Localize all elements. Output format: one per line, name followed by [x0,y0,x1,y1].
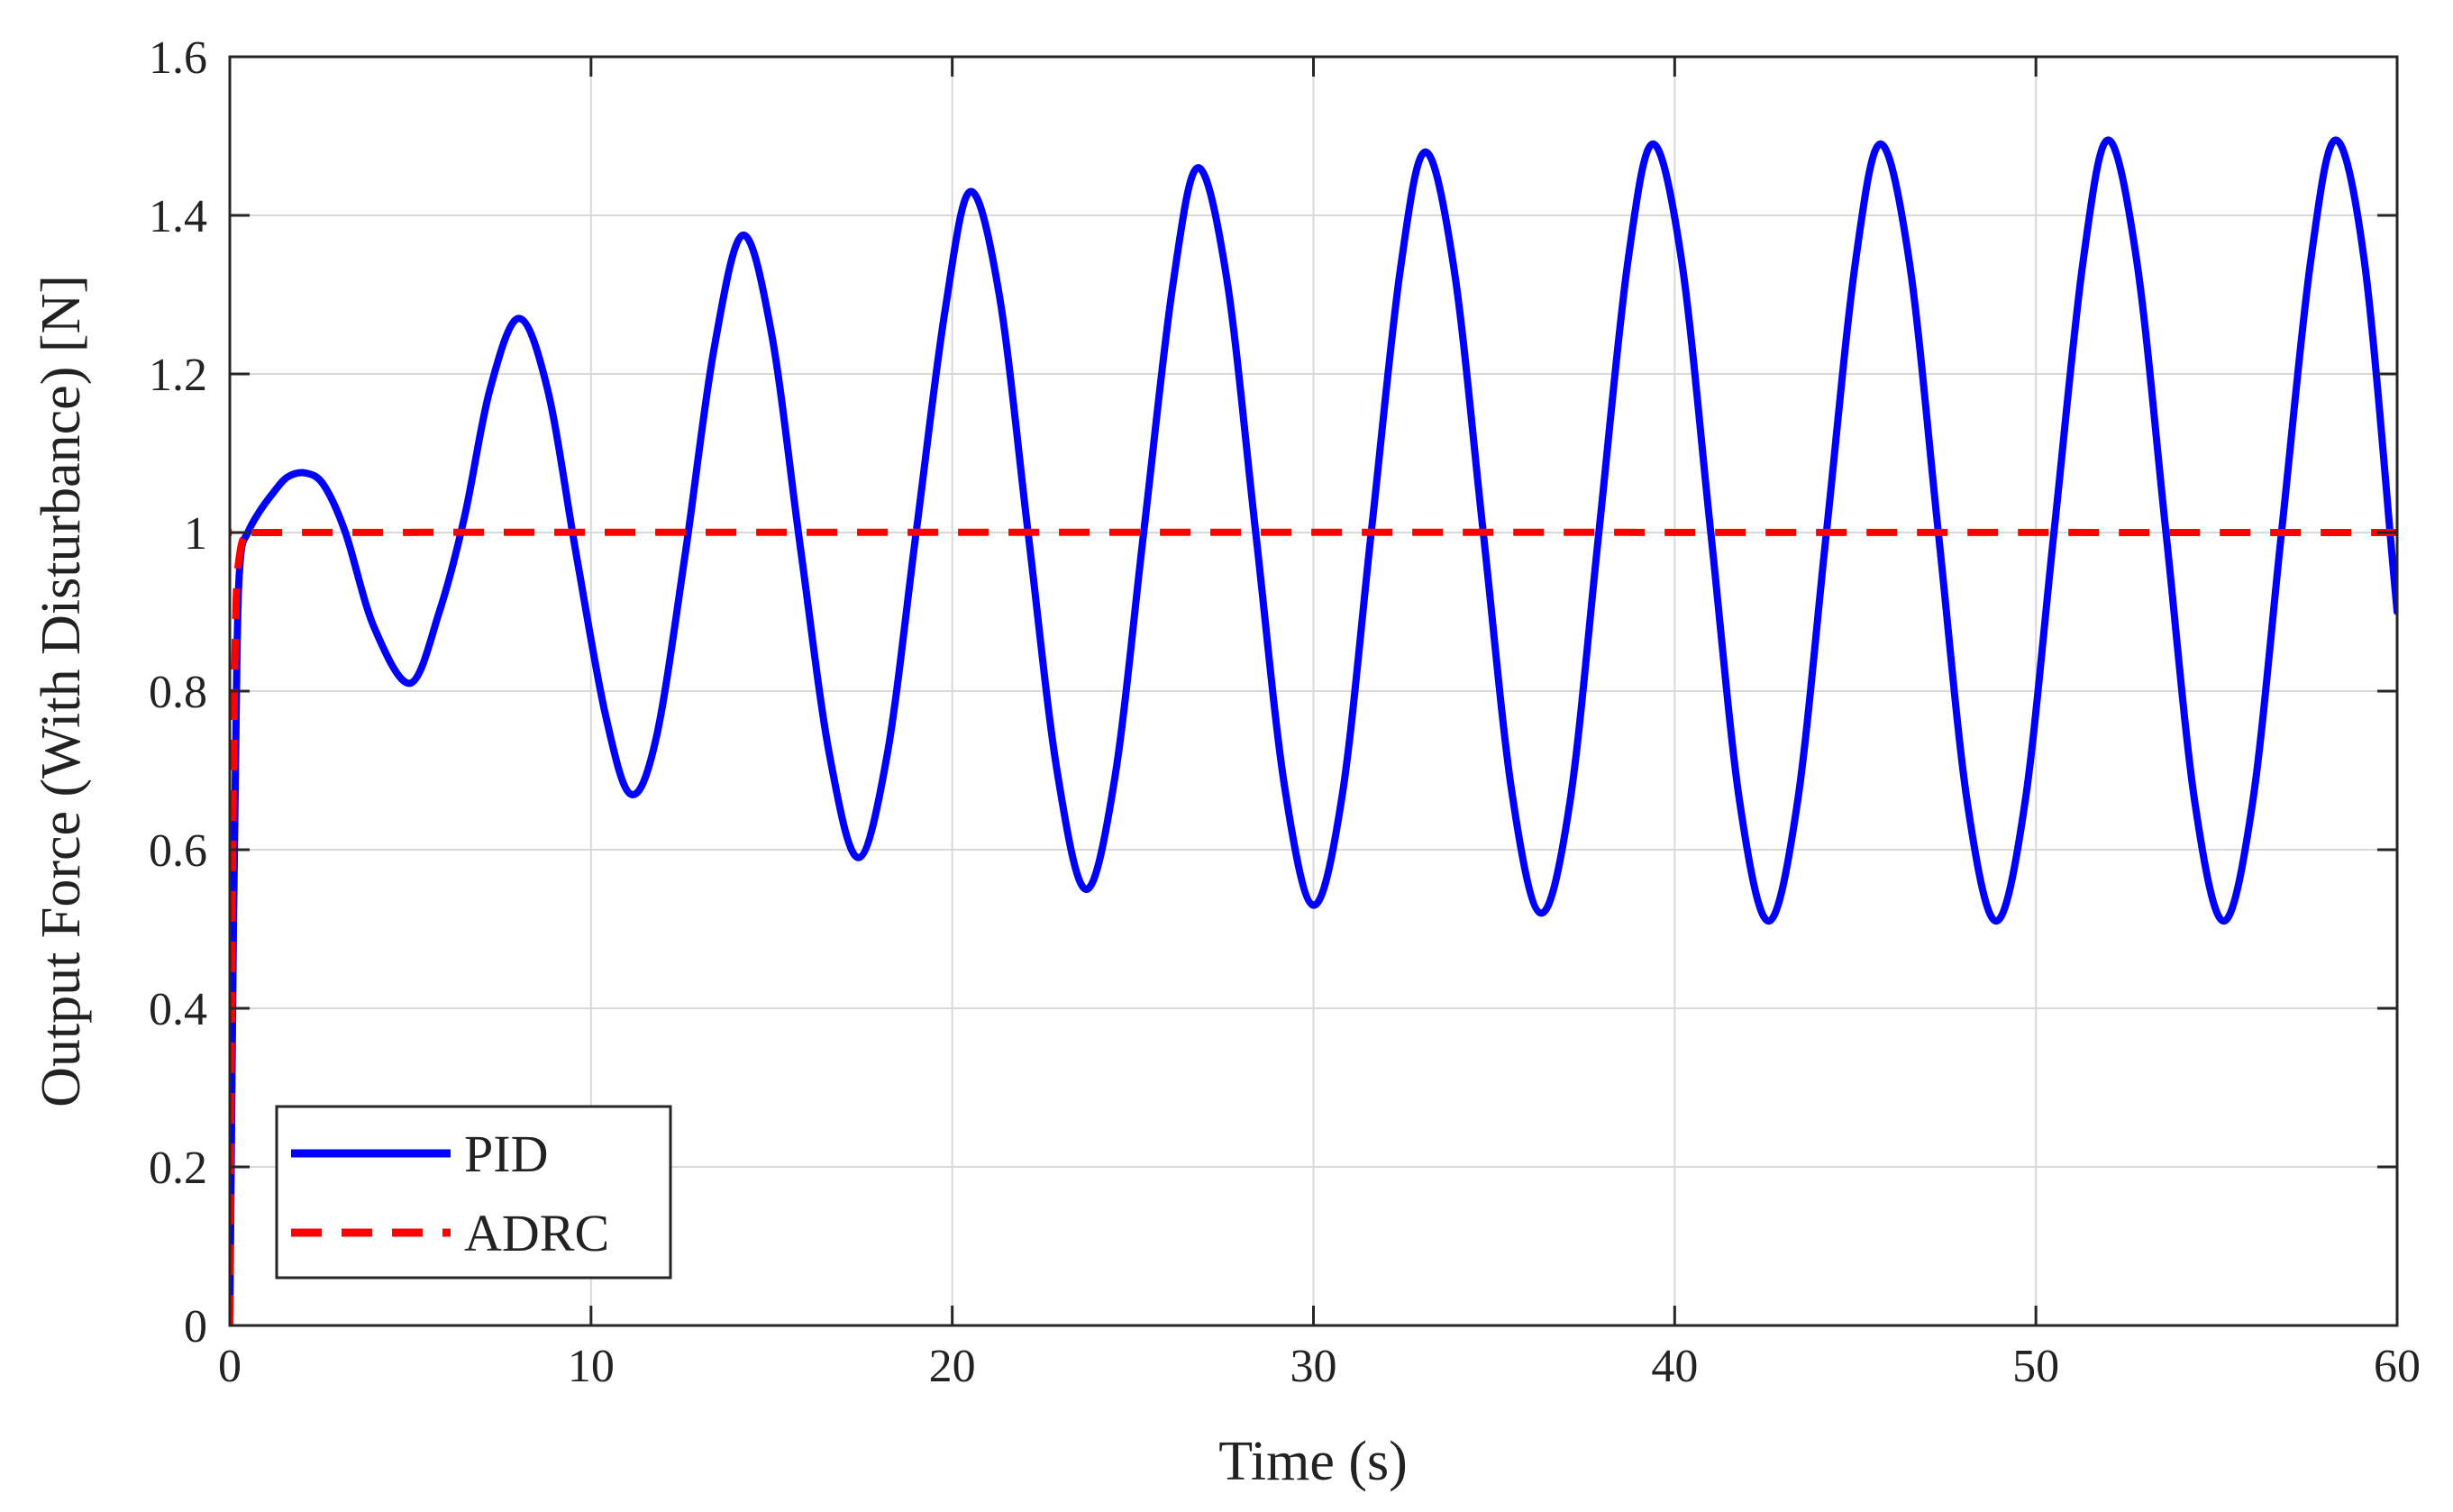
series-line-pid [230,136,2397,1325]
legend-box [275,1105,672,1280]
x-tick-label: 10 [568,1341,615,1392]
y-tick-label: 1 [184,508,207,560]
legend-pid-label: PID [464,1125,548,1183]
y-tick-label: 1.2 [149,350,207,401]
y-tick-label: 0.2 [149,1143,207,1194]
x-tick-label: 60 [2374,1341,2421,1392]
x-tick-label: 30 [1290,1341,1337,1392]
ticks: 0 10 20 30 40 50 60 0 0.2 0.4 0.6 0.8 1 1.2 1.4 1.6 [149,32,2421,1392]
legend: PID ADRC [275,1105,672,1280]
series-line-adrc [230,528,2397,1325]
x-axis-label: Time (s) [1218,1431,1408,1492]
x-tick-label: 0 [218,1341,242,1392]
y-tick-label: 0.6 [149,825,207,877]
y-tick-label: 1.4 [149,191,207,242]
y-tick-label: 0.8 [149,667,207,718]
y-tick-label: 0 [184,1301,207,1353]
x-tick-label: 20 [929,1341,976,1392]
y-axis-label: Output Force (With Disturbance) [N] [31,275,92,1107]
y-tick-label: 1.6 [149,32,207,84]
x-tick-label: 40 [1651,1341,1698,1392]
y-tick-label: 0.4 [149,984,207,1035]
x-tick-label: 50 [2012,1341,2059,1392]
legend-adrc-label: ADRC [464,1204,609,1262]
series-layer [230,136,2397,1325]
